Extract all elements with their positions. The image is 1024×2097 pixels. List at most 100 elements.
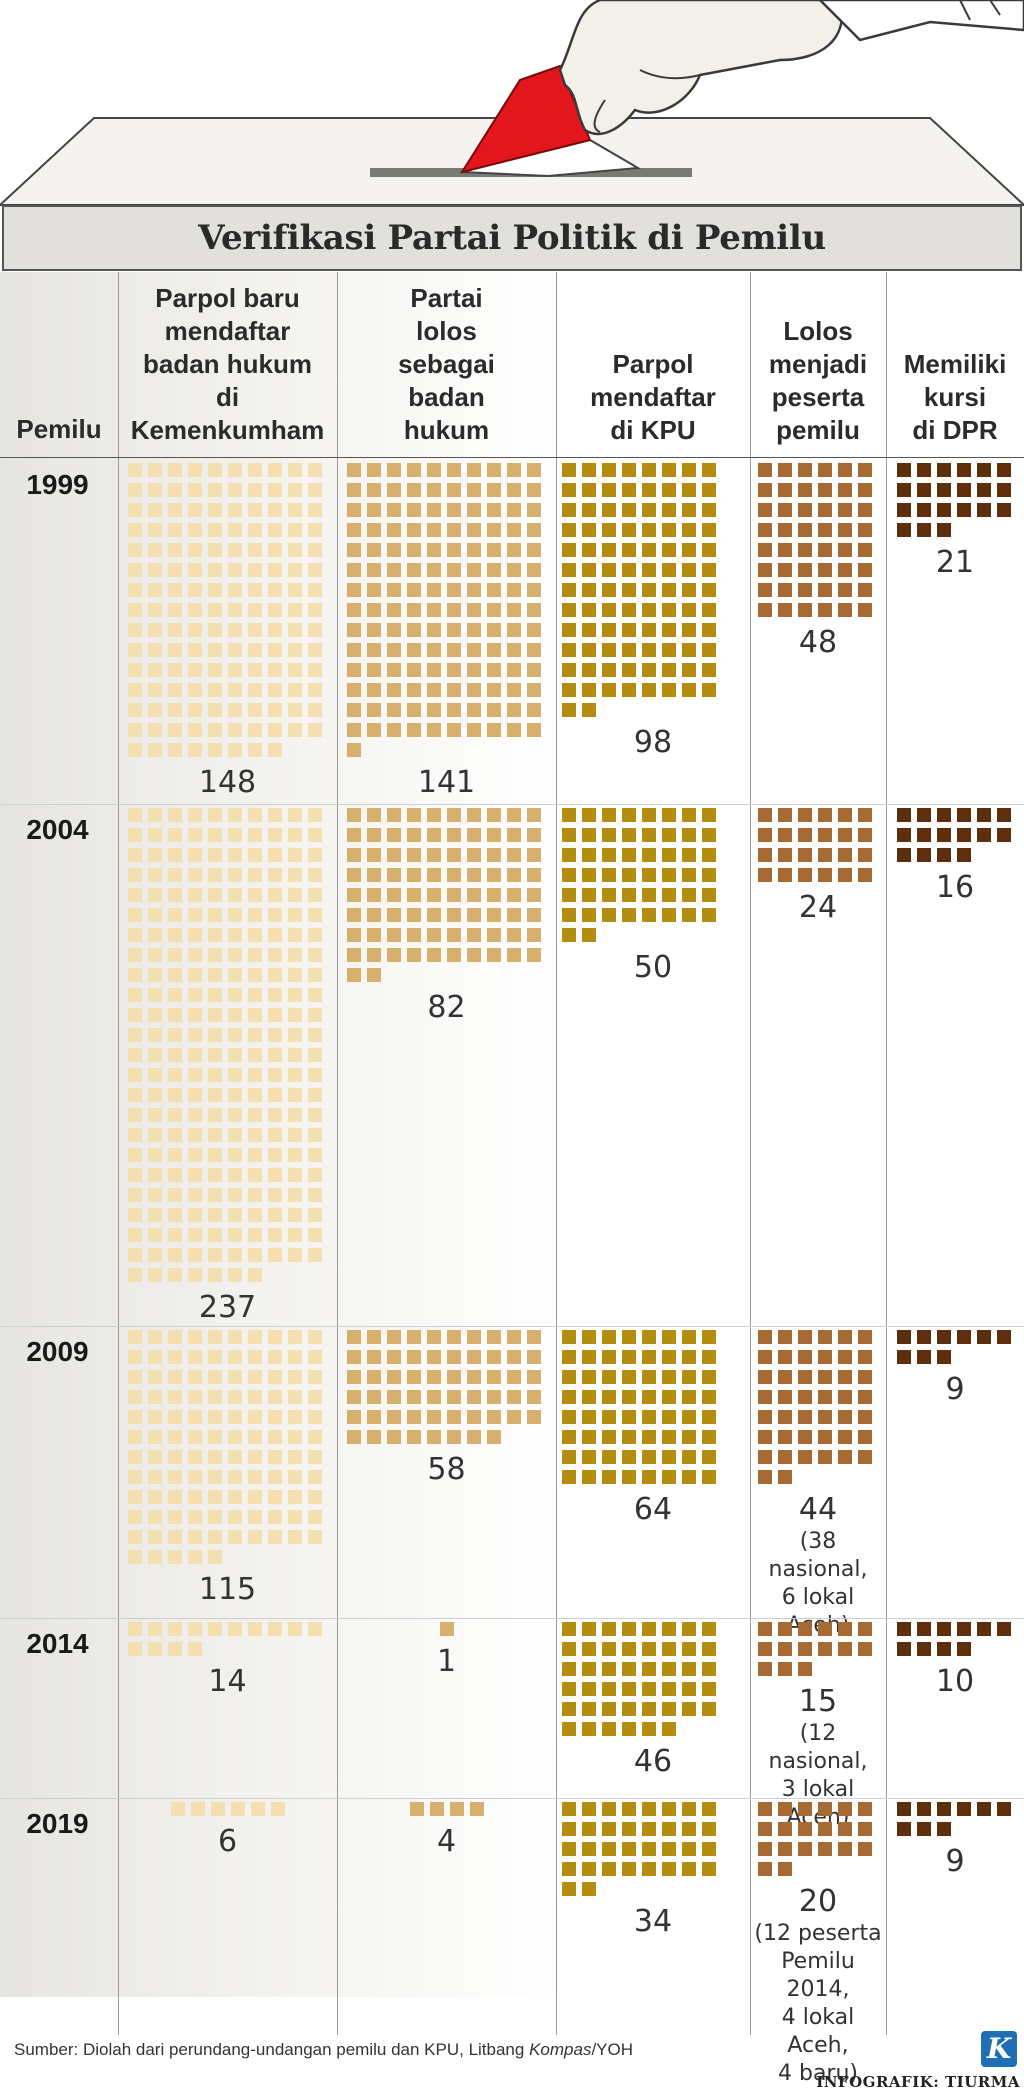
party-square <box>288 1430 302 1444</box>
party-square <box>367 888 381 902</box>
party-square <box>208 1108 222 1122</box>
party-square <box>527 523 541 537</box>
party-square <box>188 808 202 822</box>
party-square <box>447 1350 461 1364</box>
party-square <box>582 1350 596 1364</box>
party-square <box>427 523 441 537</box>
party-square <box>798 603 812 617</box>
value-label: 50 <box>633 950 673 985</box>
party-square <box>582 1682 596 1696</box>
party-square <box>642 1450 656 1464</box>
party-square <box>407 583 421 597</box>
party-square <box>228 523 242 537</box>
party-square <box>268 1188 282 1202</box>
party-square <box>128 1128 142 1142</box>
party-square <box>308 888 322 902</box>
party-square <box>702 483 716 497</box>
party-square <box>758 583 772 597</box>
year-label: 1999 <box>26 469 89 500</box>
party-square <box>467 868 481 882</box>
header-line: sebagai <box>398 349 495 379</box>
party-square <box>702 643 716 657</box>
party-square <box>268 1008 282 1022</box>
party-square <box>168 928 182 942</box>
party-square <box>188 1390 202 1404</box>
party-square <box>188 848 202 862</box>
party-square <box>440 1622 454 1636</box>
party-square <box>662 1350 676 1364</box>
party-square <box>248 968 262 982</box>
party-square <box>527 848 541 862</box>
party-square <box>487 1370 501 1384</box>
party-square <box>168 503 182 517</box>
party-square <box>662 1330 676 1344</box>
party-square <box>188 1410 202 1424</box>
party-square <box>778 868 792 882</box>
party-square <box>622 503 636 517</box>
party-square <box>308 1430 322 1444</box>
party-square <box>467 483 481 497</box>
party-square <box>507 868 521 882</box>
party-square <box>168 1450 182 1464</box>
party-square <box>487 623 501 637</box>
party-square <box>562 868 576 882</box>
party-square <box>682 1430 696 1444</box>
party-square <box>622 1370 636 1384</box>
party-square <box>248 503 262 517</box>
party-square <box>622 828 636 842</box>
party-square <box>917 808 931 822</box>
party-square <box>228 1048 242 1062</box>
party-square <box>387 543 401 557</box>
note-label: (12 peserta Pemilu 2014, 4 lokal Aceh, 4 ba… <box>750 1920 886 2088</box>
party-square <box>487 1390 501 1404</box>
party-square <box>682 1702 696 1716</box>
party-square <box>447 948 461 962</box>
party-square <box>288 1530 302 1544</box>
party-square <box>148 1410 162 1424</box>
party-square <box>228 848 242 862</box>
party-square <box>228 543 242 557</box>
party-square <box>562 1410 576 1424</box>
party-square <box>148 703 162 717</box>
party-square <box>367 1430 381 1444</box>
party-square <box>308 868 322 882</box>
party-square <box>467 1350 481 1364</box>
party-square <box>602 1330 616 1344</box>
party-square <box>188 1128 202 1142</box>
party-square <box>248 888 262 902</box>
party-square <box>798 828 812 842</box>
party-square <box>622 683 636 697</box>
party-square <box>128 1068 142 1082</box>
party-square <box>367 868 381 882</box>
party-square <box>642 643 656 657</box>
party-square <box>917 848 931 862</box>
party-square <box>642 603 656 617</box>
party-square <box>602 1350 616 1364</box>
party-square <box>467 928 481 942</box>
party-square <box>487 663 501 677</box>
party-square <box>347 1330 361 1344</box>
party-square <box>487 828 501 842</box>
party-square <box>957 503 971 517</box>
party-square <box>507 663 521 677</box>
party-square <box>347 868 361 882</box>
party-square <box>148 888 162 902</box>
party-square <box>957 1330 971 1344</box>
party-square <box>642 1722 656 1736</box>
party-square <box>288 868 302 882</box>
party-square <box>758 563 772 577</box>
party-square <box>622 1350 636 1364</box>
party-square <box>188 1510 202 1524</box>
party-square <box>622 643 636 657</box>
party-square <box>308 1128 322 1142</box>
party-square <box>507 523 521 537</box>
party-square <box>347 743 361 757</box>
party-square <box>168 1048 182 1062</box>
party-square <box>758 808 772 822</box>
party-square <box>778 1450 792 1464</box>
party-square <box>430 1802 444 1816</box>
party-square <box>347 968 361 982</box>
party-square <box>268 868 282 882</box>
party-square <box>248 1330 262 1344</box>
party-square <box>148 868 162 882</box>
